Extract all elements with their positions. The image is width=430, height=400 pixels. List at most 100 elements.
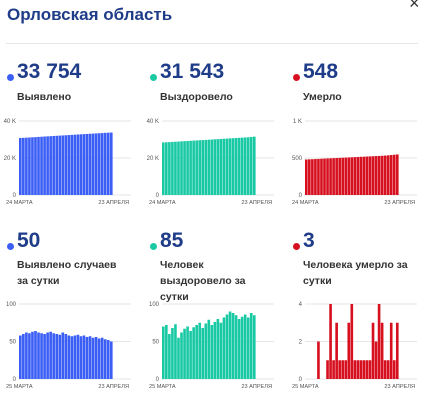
x-tick-label: 23 АПРЕЛЯ bbox=[384, 384, 415, 390]
chart-bar bbox=[100, 133, 104, 195]
chart-bar bbox=[183, 328, 186, 379]
chart-bar bbox=[222, 317, 226, 379]
chart-bar bbox=[305, 159, 308, 195]
chart-bar bbox=[31, 331, 34, 379]
chart-bar bbox=[162, 142, 165, 195]
chart-bar bbox=[58, 334, 62, 379]
chart-bar bbox=[67, 135, 71, 195]
chart-bar bbox=[165, 142, 168, 195]
chart-bar bbox=[350, 157, 354, 195]
close-icon[interactable]: × bbox=[409, 0, 420, 13]
chart-bar bbox=[94, 133, 98, 195]
x-tick-label: 23 АПРЕЛЯ bbox=[98, 200, 129, 206]
chart-bar bbox=[25, 137, 28, 195]
chart-bar bbox=[192, 140, 195, 195]
chart-bar bbox=[91, 337, 95, 379]
chart-bar bbox=[85, 337, 89, 379]
x-tick-label: 25 МАРТА bbox=[292, 384, 319, 390]
y-tick-label: 4 bbox=[299, 302, 303, 308]
series-dot bbox=[7, 74, 14, 81]
chart-bar bbox=[377, 304, 381, 379]
stat-value: 85 bbox=[160, 229, 184, 252]
chart-bar bbox=[37, 332, 40, 379]
chart-bar bbox=[246, 137, 250, 195]
y-tick-label: 0 bbox=[156, 193, 160, 199]
chart-bar bbox=[374, 156, 378, 195]
chart-bar bbox=[329, 304, 332, 379]
chart-bar bbox=[88, 133, 92, 195]
chart-bar bbox=[204, 323, 208, 379]
chart-bar bbox=[106, 132, 110, 195]
stat-label: Выявлено случаев за сутки bbox=[17, 259, 117, 287]
chart-bar bbox=[201, 328, 205, 379]
chart-bar bbox=[25, 332, 28, 379]
chart-bar bbox=[61, 135, 65, 195]
chart-bar bbox=[249, 137, 253, 195]
chart-bar bbox=[186, 326, 189, 379]
chart-bar bbox=[28, 137, 31, 195]
chart-bar bbox=[350, 304, 354, 379]
chart-bar bbox=[64, 135, 68, 195]
chart-bar bbox=[73, 335, 77, 379]
chart-bar bbox=[22, 334, 25, 379]
series-dot bbox=[150, 243, 157, 250]
chart-bar bbox=[79, 134, 83, 195]
chart-bar bbox=[317, 341, 320, 379]
chart-bar bbox=[308, 159, 311, 195]
y-tick-label: 2 bbox=[299, 340, 303, 346]
chart-bar bbox=[70, 134, 74, 195]
chart-bar bbox=[43, 136, 46, 195]
series-dot bbox=[293, 74, 300, 81]
chart-bar bbox=[201, 140, 205, 195]
chart-bar bbox=[237, 319, 241, 379]
chart-bar bbox=[195, 325, 198, 379]
stat-label: Человек выздоровело за сутки bbox=[160, 259, 246, 303]
deaths-chart: 1 K 500 024 МАРТА 23 АПРЕЛЯ bbox=[292, 119, 417, 206]
chart-bar bbox=[332, 158, 335, 195]
chart-bar bbox=[46, 136, 49, 195]
stat-label: Умерло bbox=[303, 91, 342, 103]
chart-bar bbox=[207, 139, 211, 195]
y-tick-label: 0 bbox=[299, 377, 303, 383]
chart-bar bbox=[162, 326, 165, 379]
chart-bar bbox=[67, 335, 71, 379]
chart-bar bbox=[347, 157, 351, 195]
chart-bar bbox=[228, 311, 232, 379]
chart-bar bbox=[109, 341, 113, 379]
chart-bar bbox=[335, 158, 338, 195]
chart-bar bbox=[97, 133, 101, 195]
chart-bar bbox=[353, 360, 357, 379]
chart-bar bbox=[311, 159, 314, 195]
chart-bar bbox=[171, 328, 174, 379]
chart-bar bbox=[79, 336, 83, 379]
y-tick-label: 20 K bbox=[147, 156, 159, 162]
chart-bar bbox=[207, 319, 211, 379]
chart-bar bbox=[46, 332, 49, 379]
y-tick-label: 0 bbox=[299, 193, 303, 199]
chart-bar bbox=[380, 155, 384, 195]
chart-bar bbox=[43, 334, 46, 379]
chart-bar bbox=[186, 140, 189, 195]
series-dot bbox=[7, 243, 14, 250]
chart-bar bbox=[231, 138, 235, 195]
chart-bar bbox=[362, 156, 366, 195]
chart-bar bbox=[225, 138, 229, 195]
daily-recovered-chart: 100 50 025 МАРТА 23 АПРЕЛЯ bbox=[149, 302, 274, 390]
chart-bar bbox=[52, 333, 55, 379]
chart-bar bbox=[237, 137, 241, 195]
chart-bar bbox=[183, 141, 186, 195]
y-tick-label: 100 bbox=[149, 302, 160, 308]
series-dot bbox=[293, 243, 300, 250]
chart-bar bbox=[180, 332, 183, 379]
x-tick-label: 25 МАРТА bbox=[6, 384, 33, 390]
chart-bar bbox=[225, 314, 229, 379]
chart-bar bbox=[338, 360, 341, 379]
chart-bar bbox=[49, 331, 52, 379]
chart-bar bbox=[252, 136, 256, 195]
x-tick-label: 23 АПРЕЛЯ bbox=[241, 384, 272, 390]
chart-bar bbox=[219, 322, 223, 379]
chart-bar bbox=[213, 139, 217, 195]
chart-bar bbox=[195, 140, 198, 195]
chart-bar bbox=[73, 134, 77, 195]
chart-bar bbox=[177, 337, 180, 379]
